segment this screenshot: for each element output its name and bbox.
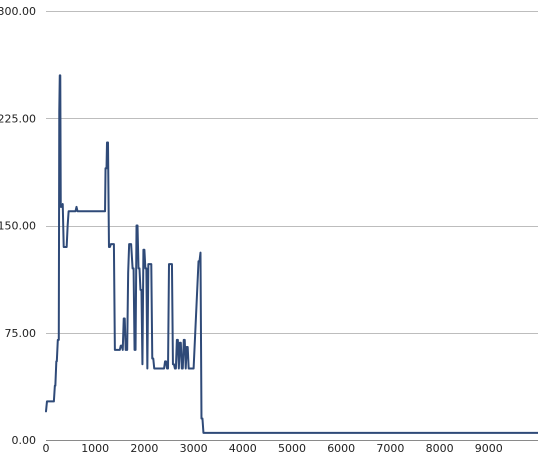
x-tick-label-7: 7000 bbox=[376, 442, 404, 453]
x-tick-label-1: 1000 bbox=[81, 442, 109, 453]
series-line bbox=[45, 74, 538, 434]
x-tick-label-3: 3000 bbox=[180, 442, 208, 453]
x-tick-label-2: 2000 bbox=[130, 442, 158, 453]
series-layer bbox=[45, 74, 538, 434]
x-axis-tick-labels: 0 1000 2000 3000 4000 5000 6000 7000 8000 9000 bbox=[43, 442, 503, 453]
y-tick-label-2: 150.00 bbox=[0, 220, 36, 233]
y-tick-label-4: 300.00 bbox=[0, 5, 36, 18]
y-tick-label-1: 75.00 bbox=[5, 327, 37, 340]
x-tick-label-0: 0 bbox=[43, 442, 50, 453]
y-tick-label-3: 225.00 bbox=[0, 112, 36, 125]
x-tick-label-4: 4000 bbox=[229, 442, 257, 453]
y-tick-label-0: 0.00 bbox=[12, 434, 37, 447]
x-tick-label-5: 5000 bbox=[278, 442, 306, 453]
x-tick-label-9: 9000 bbox=[475, 442, 503, 453]
y-axis-tick-labels: 0.00 75.00 150.00 225.00 300.00 bbox=[0, 5, 36, 447]
grid-lines bbox=[46, 11, 538, 441]
x-tick-label-6: 6000 bbox=[327, 442, 355, 453]
x-tick-label-8: 8000 bbox=[426, 442, 454, 453]
